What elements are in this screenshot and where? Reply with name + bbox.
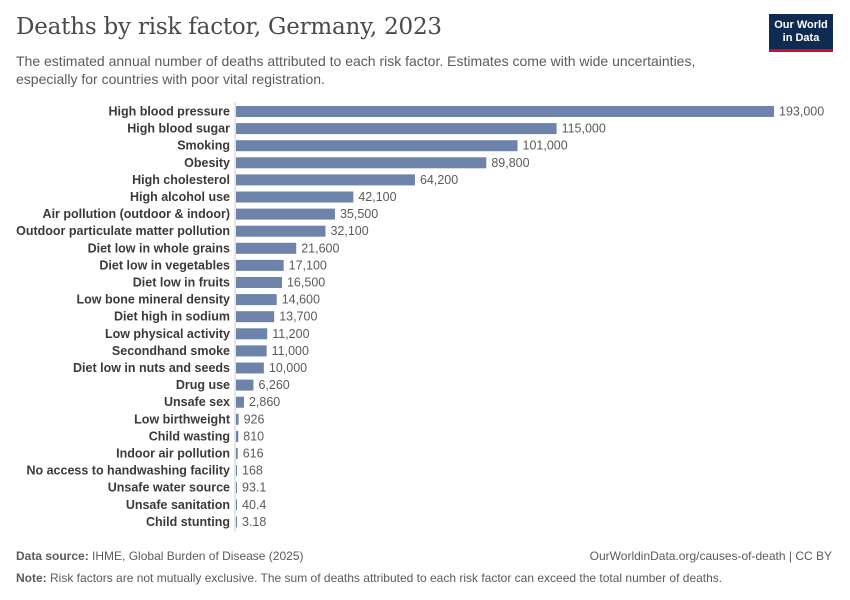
- data-source-link[interactable]: IHME, Global Burden of Disease (2025): [92, 549, 304, 563]
- bar[interactable]: [236, 294, 277, 306]
- data-source: Data source: IHME, Global Burden of Dise…: [16, 549, 303, 563]
- value-label: 64,200: [420, 173, 458, 187]
- value-label: 35,500: [340, 207, 378, 221]
- bar[interactable]: [236, 242, 297, 254]
- bar[interactable]: [236, 277, 282, 288]
- category-label: Unsafe water source: [108, 481, 230, 495]
- bar[interactable]: [236, 516, 237, 528]
- owid-logo[interactable]: Our World in Data: [769, 14, 833, 52]
- category-label: Unsafe sex: [164, 395, 230, 409]
- category-label: High blood pressure: [108, 105, 230, 119]
- category-label: No access to handwashing facility: [26, 464, 230, 478]
- category-label: Indoor air pollution: [116, 447, 230, 461]
- bar[interactable]: [236, 157, 487, 169]
- category-label: Diet low in vegetables: [99, 258, 230, 272]
- value-label: 2,860: [249, 395, 280, 409]
- value-label: 11,200: [272, 327, 309, 341]
- category-label: High cholesterol: [132, 173, 230, 187]
- chart-title: Deaths by risk factor, Germany, 2023: [16, 14, 442, 40]
- category-label: Diet low in fruits: [133, 276, 230, 290]
- category-label: Diet low in nuts and seeds: [73, 361, 230, 375]
- source-url[interactable]: OurWorldinData.org/causes-of-death | CC …: [589, 549, 832, 563]
- category-label: Secondhand smoke: [112, 344, 230, 358]
- value-label: 115,000: [562, 122, 606, 136]
- bar[interactable]: [236, 379, 254, 391]
- bar[interactable]: [236, 413, 239, 425]
- value-label: 101,000: [523, 139, 568, 153]
- category-label: Child wasting: [149, 429, 230, 443]
- value-label: 14,600: [282, 293, 320, 307]
- logo-line-2: in Data: [782, 32, 820, 44]
- bar[interactable]: [236, 362, 264, 374]
- value-label: 810: [243, 429, 264, 443]
- category-label: High blood sugar: [127, 122, 230, 136]
- chart-subtitle: The estimated annual number of deaths at…: [16, 53, 696, 87]
- category-label: High alcohol use: [130, 190, 230, 204]
- bar[interactable]: [236, 328, 268, 340]
- category-label: Child stunting: [146, 515, 230, 529]
- value-label: 40.4: [242, 498, 266, 512]
- bar[interactable]: [236, 140, 518, 152]
- bar[interactable]: [236, 430, 239, 442]
- footnote-label: Note:: [16, 571, 47, 585]
- value-label: 21,600: [301, 241, 339, 255]
- value-label: 10,000: [269, 361, 307, 375]
- bar[interactable]: [236, 311, 275, 323]
- category-label: Drug use: [176, 378, 230, 392]
- bar[interactable]: [236, 208, 335, 220]
- bar-chart: High blood pressure 193,000 High blood sug…: [16, 102, 824, 532]
- footnote-text: Risk factors are not mutually exclusive.…: [50, 571, 723, 585]
- category-label: Low physical activity: [105, 327, 230, 341]
- data-source-label: Data source:: [16, 549, 89, 563]
- bar[interactable]: [236, 174, 415, 186]
- value-label: 13,700: [279, 310, 317, 324]
- value-label: 6,260: [258, 378, 289, 392]
- value-label: 168: [242, 464, 263, 478]
- bar[interactable]: [236, 482, 237, 494]
- bar[interactable]: [236, 465, 237, 477]
- bar[interactable]: [236, 499, 237, 511]
- bar[interactable]: [236, 448, 238, 459]
- value-label: 93.1: [242, 481, 266, 495]
- bar[interactable]: [236, 225, 326, 237]
- category-label: Smoking: [177, 139, 230, 153]
- bar[interactable]: [236, 106, 774, 117]
- value-label: 16,500: [287, 276, 325, 290]
- value-label: 42,100: [358, 190, 396, 204]
- logo-line-1: Our World: [774, 19, 828, 31]
- bar[interactable]: [236, 396, 244, 408]
- category-label: Unsafe sanitation: [126, 498, 230, 512]
- value-label: 17,100: [289, 258, 327, 272]
- footnote: Note: Risk factors are not mutually excl…: [16, 571, 722, 585]
- category-label: Diet low in whole grains: [88, 241, 230, 255]
- value-label: 193,000: [779, 105, 824, 119]
- category-label: Air pollution (outdoor & indoor): [43, 207, 230, 221]
- value-label: 11,000: [272, 344, 309, 358]
- value-label: 89,800: [491, 156, 529, 170]
- value-label: 926: [244, 412, 265, 426]
- value-label: 3.18: [242, 515, 266, 529]
- category-label: Low bone mineral density: [77, 293, 231, 307]
- bar[interactable]: [236, 123, 557, 135]
- bar[interactable]: [236, 259, 284, 271]
- value-label: 32,100: [330, 224, 368, 238]
- category-label: Obesity: [184, 156, 230, 170]
- category-label: Low birthweight: [134, 412, 231, 426]
- bar[interactable]: [236, 191, 354, 203]
- category-label: Diet high in sodium: [114, 310, 230, 324]
- bar[interactable]: [236, 345, 267, 357]
- category-label: Outdoor particulate matter pollution: [16, 224, 230, 238]
- value-label: 616: [243, 447, 264, 461]
